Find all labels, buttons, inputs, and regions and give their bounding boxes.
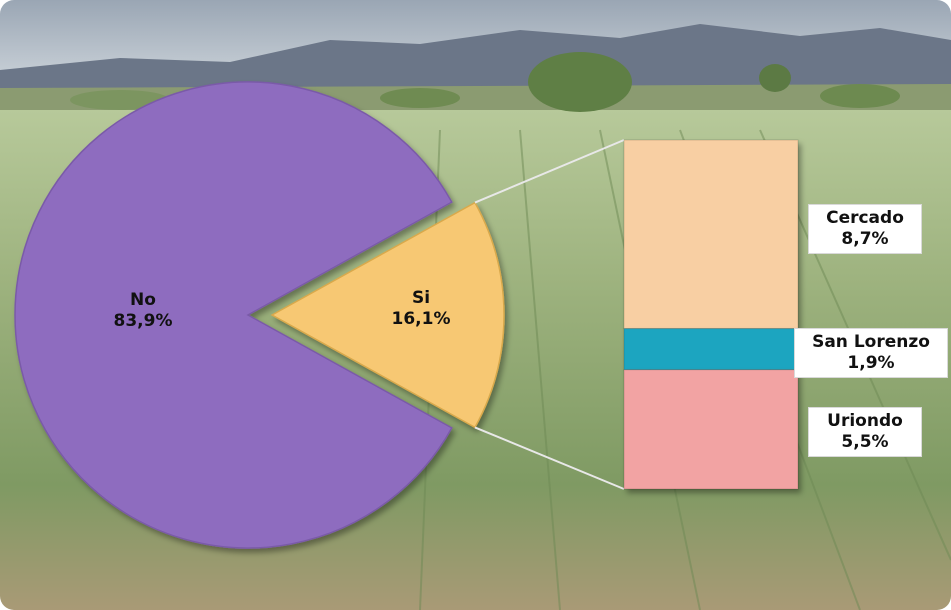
slice-si-value: 16,1%: [391, 309, 451, 329]
segment-uriondo-value: 5,5%: [841, 432, 889, 452]
pie-slice-no: [14, 81, 453, 549]
slice-si-name: Si: [411, 288, 431, 308]
segment-cercado-name: Cercado: [826, 208, 904, 228]
segment-uriondo-name: Uriondo: [827, 411, 903, 431]
slice-label-no: No 83,9%: [72, 287, 214, 335]
pie: [14, 81, 505, 549]
connector-line-bottom: [474, 426, 625, 490]
segment-label-san-lorenzo: San Lorenzo 1,9%: [794, 328, 948, 378]
slice-no-value: 83,9%: [113, 311, 173, 331]
pie-slice-si: [270, 201, 505, 429]
segment-san-lorenzo-name: San Lorenzo: [812, 332, 930, 352]
bar-segment-san-lorenzo: [623, 328, 799, 371]
slice-no-name: No: [130, 290, 156, 310]
segment-label-uriondo: Uriondo 5,5%: [808, 407, 922, 457]
connector-line-top: [474, 139, 625, 204]
segment-label-cercado: Cercado 8,7%: [808, 204, 922, 254]
breakdown-bar: [623, 139, 799, 490]
bar-segment-uriondo: [623, 369, 799, 490]
slice-label-si: Si 16,1%: [355, 285, 487, 333]
segment-cercado-value: 8,7%: [841, 229, 889, 249]
segment-san-lorenzo-value: 1,9%: [847, 353, 895, 373]
bar-segment-cercado: [623, 139, 799, 330]
connector-lines: [474, 139, 625, 490]
